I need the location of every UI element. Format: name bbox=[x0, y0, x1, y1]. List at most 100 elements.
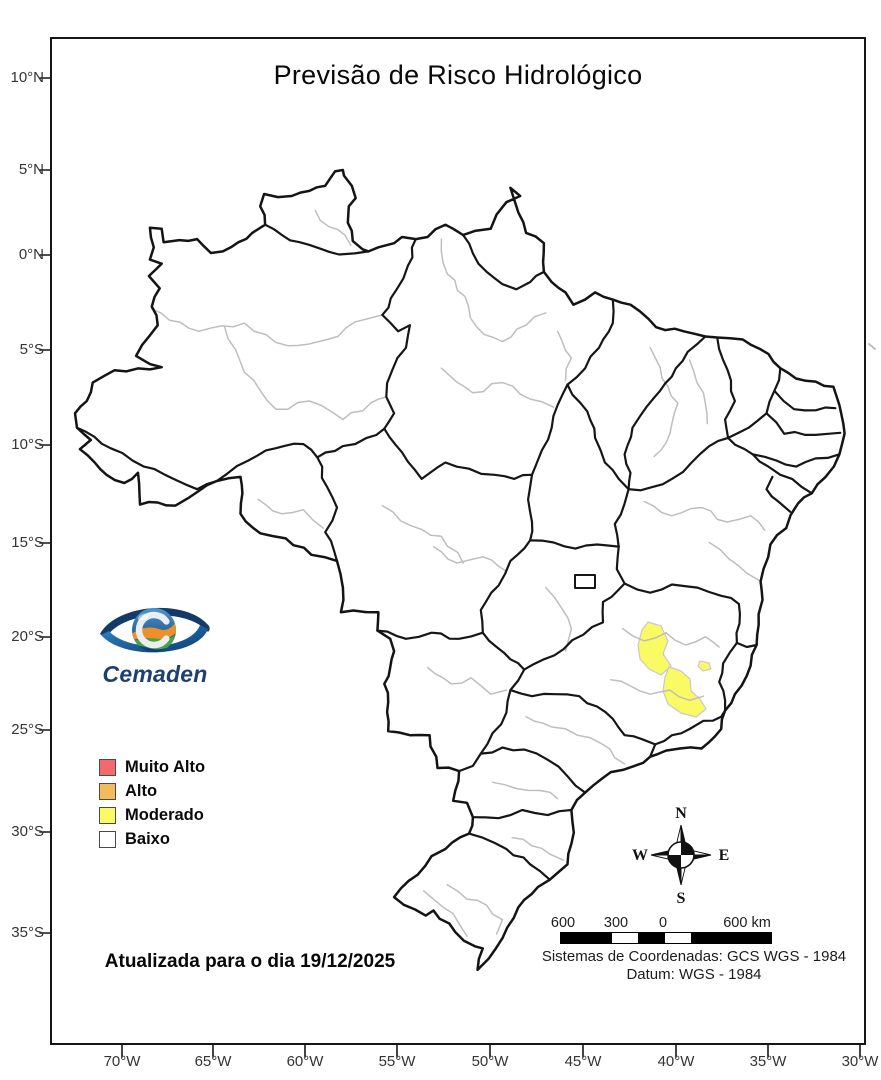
municipal-boundary bbox=[440, 238, 547, 343]
state-boundary bbox=[566, 383, 630, 491]
municipal-boundary bbox=[426, 666, 508, 695]
municipal-boundary bbox=[151, 308, 384, 347]
legend-swatch-baixo bbox=[99, 830, 116, 848]
state-boundary bbox=[381, 238, 417, 430]
legend-item: Alto bbox=[99, 779, 205, 803]
cemaden-logo-text: Cemaden bbox=[102, 661, 208, 687]
lon-axis-label: 40°W bbox=[657, 1053, 695, 1070]
scalebar-label: 300 bbox=[603, 915, 629, 931]
scalebar-segment bbox=[612, 933, 638, 943]
lon-axis-label: 35°W bbox=[749, 1053, 787, 1070]
municipal-boundary bbox=[446, 884, 504, 935]
municipal-boundary bbox=[688, 359, 709, 425]
legend-item: Baixo bbox=[99, 827, 205, 851]
scalebar-label: 600 km bbox=[723, 915, 771, 931]
municipal-boundary bbox=[223, 326, 388, 421]
legend-label: Alto bbox=[125, 781, 158, 800]
municipal-boundary bbox=[432, 545, 508, 572]
state-boundary bbox=[481, 631, 526, 671]
legend-label: Muito Alto bbox=[125, 757, 206, 776]
state-boundary bbox=[471, 808, 573, 820]
state-boundary bbox=[479, 746, 587, 794]
moderado-risk-region bbox=[697, 660, 712, 672]
moderado-risk-region bbox=[662, 666, 707, 718]
lat-axis-label: 0°N bbox=[18, 246, 44, 263]
municipal-boundary bbox=[556, 330, 573, 382]
distrito-federal-boundary bbox=[574, 574, 596, 589]
state-boundary bbox=[383, 427, 534, 480]
municipal-boundary bbox=[708, 541, 762, 583]
municipal-boundary bbox=[381, 504, 464, 564]
municipal-boundary bbox=[545, 586, 573, 652]
scalebar-segment bbox=[561, 933, 612, 943]
compass-s-label: S bbox=[677, 890, 686, 907]
legend-item: Moderado bbox=[99, 803, 205, 827]
municipal-boundary bbox=[491, 781, 559, 800]
map-frame bbox=[50, 37, 866, 1045]
state-boundary bbox=[215, 442, 319, 483]
state-boundary bbox=[773, 389, 837, 412]
state-boundary bbox=[523, 582, 626, 671]
scalebar-label: 600 bbox=[550, 915, 576, 931]
scalebar-segment bbox=[691, 933, 771, 943]
state-boundary bbox=[623, 582, 741, 644]
legend-item: Muito Alto bbox=[99, 755, 205, 779]
lon-axis-label: 60°W bbox=[286, 1053, 324, 1070]
state-boundary bbox=[716, 336, 736, 439]
lon-axis-label: 50°W bbox=[471, 1053, 509, 1070]
state-boundary bbox=[316, 427, 386, 459]
lat-axis-label: 10°N bbox=[10, 69, 44, 86]
compass-w-label: W bbox=[632, 847, 648, 864]
lat-axis-label: 5°S bbox=[19, 341, 44, 358]
compass-rose-icon: N S E W bbox=[632, 805, 729, 907]
state-boundary bbox=[75, 426, 218, 491]
state-boundary bbox=[264, 223, 370, 256]
municipal-boundary bbox=[422, 890, 468, 937]
state-boundary bbox=[627, 436, 730, 492]
scalebar-segment bbox=[638, 933, 665, 943]
risk-legend: Muito Alto Alto Moderado Baixo bbox=[99, 755, 205, 851]
crs-line-1: Sistemas de Coordenadas: GCS WGS - 1984 bbox=[541, 948, 847, 965]
legend-swatch-moderado bbox=[99, 806, 116, 824]
state-boundary bbox=[735, 641, 758, 649]
state-boundary bbox=[376, 539, 532, 640]
state-boundary bbox=[527, 383, 569, 542]
municipal-boundary bbox=[525, 715, 626, 765]
municipal-boundary bbox=[314, 209, 352, 246]
municipal-boundary bbox=[257, 498, 324, 529]
lat-axis-label: 30°S bbox=[11, 823, 44, 840]
municipal-boundary bbox=[621, 627, 720, 648]
state-boundary bbox=[718, 641, 738, 712]
lat-axis-label: 35°S bbox=[11, 924, 44, 941]
state-boundary bbox=[727, 436, 841, 468]
state-boundary bbox=[654, 709, 727, 746]
brazil-outline bbox=[73, 168, 846, 972]
scalebar-label: 0 bbox=[658, 915, 668, 931]
municipal-boundary bbox=[649, 346, 679, 458]
lat-axis-label: 25°S bbox=[11, 721, 44, 738]
state-boundary bbox=[727, 367, 782, 439]
municipal-boundary bbox=[440, 367, 555, 408]
state-boundary bbox=[751, 453, 813, 495]
legend-swatch-alto bbox=[99, 782, 116, 800]
state-boundary bbox=[649, 743, 657, 758]
update-date-note: Atualizada para o dia 19/12/2025 bbox=[104, 951, 396, 972]
legend-label: Moderado bbox=[125, 805, 204, 824]
legend-swatch-muito-alto bbox=[99, 758, 116, 776]
state-boundary bbox=[458, 668, 526, 773]
municipal-boundary bbox=[610, 679, 705, 702]
state-boundary bbox=[509, 689, 657, 746]
state-boundary bbox=[615, 545, 626, 585]
municipal-boundary bbox=[643, 500, 766, 531]
state-boundary bbox=[529, 539, 620, 550]
state-boundary bbox=[765, 412, 842, 436]
municipal-boundary bbox=[511, 836, 565, 861]
state-boundary bbox=[566, 298, 615, 386]
lon-axis-label: 65°W bbox=[194, 1053, 232, 1070]
compass-n-label: N bbox=[675, 805, 687, 822]
legend-label: Baixo bbox=[125, 829, 170, 848]
scalebar bbox=[560, 932, 772, 944]
lon-axis-label: 30°W bbox=[841, 1053, 879, 1070]
lon-axis-label: 55°W bbox=[378, 1053, 416, 1070]
